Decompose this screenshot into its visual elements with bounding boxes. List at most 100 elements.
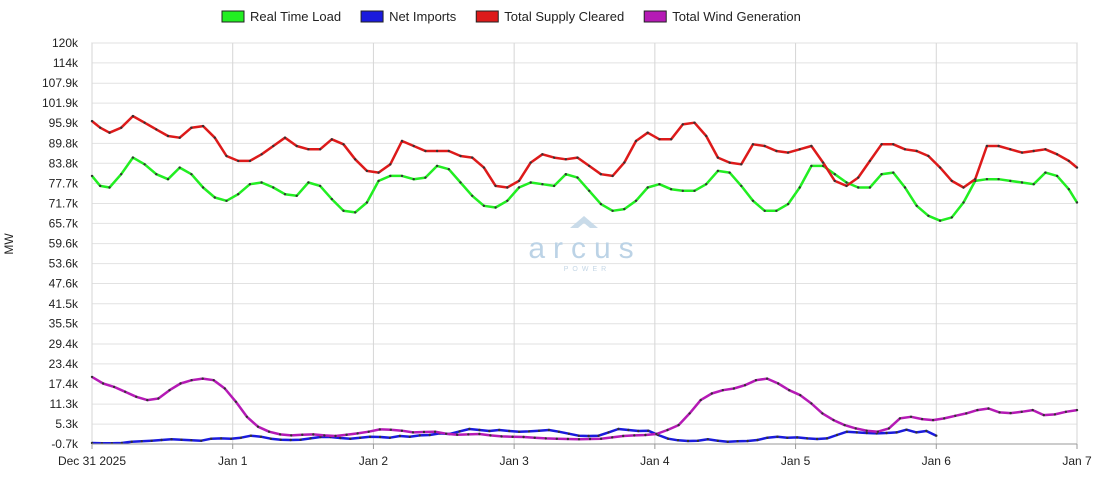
series-point	[1067, 188, 1071, 191]
series-point	[541, 153, 544, 156]
series-point	[880, 143, 883, 146]
series-line	[91, 427, 937, 445]
series-point	[368, 435, 372, 438]
series-point	[1075, 166, 1079, 169]
series-point	[498, 428, 501, 432]
series-point	[1031, 408, 1034, 412]
series-point	[655, 432, 658, 436]
series-point	[201, 124, 205, 128]
series-point	[676, 439, 680, 442]
series-point	[833, 179, 836, 183]
series-point	[887, 427, 891, 430]
series-point	[424, 176, 427, 179]
series-point	[909, 415, 913, 418]
series-point	[239, 436, 243, 439]
series-point	[166, 178, 170, 181]
series-point	[365, 169, 369, 173]
series-point	[985, 144, 989, 148]
series-point	[213, 196, 216, 199]
series-line	[91, 375, 1078, 441]
series-point	[732, 387, 736, 390]
series-point	[763, 209, 766, 212]
series-point	[146, 398, 149, 402]
series-point	[669, 188, 673, 191]
series-point	[756, 438, 759, 442]
legend-item[interactable]: Total Wind Generation	[643, 9, 801, 24]
legend-item[interactable]: Net Imports	[360, 9, 457, 24]
series-point	[389, 174, 392, 178]
series-point	[740, 163, 743, 166]
legend-label: Net Imports	[389, 9, 457, 24]
series-point	[225, 199, 228, 202]
series-point	[319, 435, 322, 439]
series-point	[447, 149, 450, 153]
watermark-sub: POWER	[564, 266, 610, 273]
series-point	[810, 144, 813, 148]
y-tick-label: 53.6k	[49, 257, 79, 271]
series-point	[101, 382, 105, 385]
series-point	[985, 178, 989, 181]
series-point	[798, 186, 801, 189]
series-point	[895, 431, 898, 434]
series-point	[201, 186, 205, 189]
series-point	[796, 436, 799, 439]
x-tick-label: Dec 31 2025	[58, 454, 126, 468]
y-tick-label: 35.5k	[49, 317, 79, 331]
series-point	[143, 121, 146, 124]
series-point	[716, 439, 719, 442]
y-tick-label: 95.9k	[49, 116, 79, 130]
series-point	[843, 423, 846, 427]
series-point	[301, 433, 304, 436]
series-point	[611, 436, 614, 439]
legend-item[interactable]: Real Time Load	[221, 9, 341, 24]
series-point	[468, 427, 471, 431]
legend-item[interactable]: Total Supply Cleared	[475, 9, 624, 24]
series-point	[99, 184, 102, 188]
series-point	[212, 379, 215, 382]
series-point	[552, 156, 556, 159]
series-point	[763, 144, 766, 148]
series-point	[835, 433, 839, 437]
series-point	[537, 429, 541, 432]
series-point	[478, 428, 481, 432]
series-point	[962, 201, 965, 204]
y-tick-label: 47.6k	[49, 277, 79, 291]
series-point	[377, 179, 380, 183]
series-point	[135, 395, 138, 398]
series-point	[857, 176, 860, 179]
series-point	[576, 176, 579, 179]
series-point	[398, 434, 402, 438]
series-point	[658, 183, 661, 186]
series-point	[210, 437, 213, 440]
series-point	[1009, 179, 1012, 183]
series-point	[962, 186, 965, 189]
series-point	[588, 437, 592, 441]
y-tick-label: 41.5k	[49, 297, 79, 311]
legend: Real Time Load Net Imports Total Supply Cl…	[221, 9, 801, 24]
series-point	[279, 438, 282, 441]
series-point	[806, 437, 809, 440]
watermark-name: arcus	[528, 232, 641, 265]
series-point	[627, 428, 630, 432]
series-point	[865, 431, 868, 435]
series-point	[90, 174, 94, 178]
series-point	[527, 430, 531, 433]
series-point	[950, 216, 953, 219]
series-point	[237, 159, 240, 163]
series-point	[845, 181, 848, 184]
series-point	[965, 412, 968, 415]
series-point	[260, 181, 263, 184]
series-point	[647, 429, 650, 432]
series-point	[356, 432, 359, 435]
series-point	[533, 436, 536, 439]
series-point	[777, 382, 780, 385]
series-point	[245, 415, 249, 418]
series-point	[130, 440, 133, 443]
series-point	[190, 439, 193, 442]
series-point	[798, 148, 801, 151]
series-point	[90, 375, 94, 379]
series-point	[677, 423, 680, 427]
series-point	[943, 417, 946, 420]
series-point	[646, 186, 649, 189]
y-tick-label: 89.8k	[49, 136, 79, 150]
